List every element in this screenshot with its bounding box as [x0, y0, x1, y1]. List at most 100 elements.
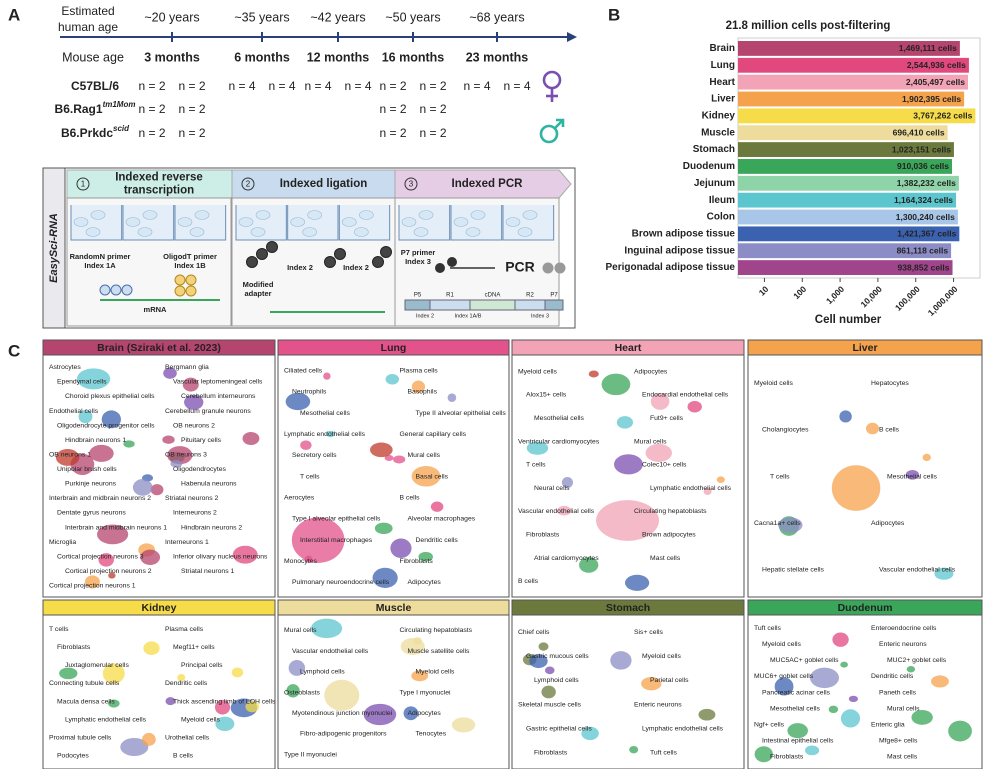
cell-type-label: Mesothelial cells	[887, 473, 937, 480]
cell-type-label: Gastric mucous cells	[526, 653, 589, 660]
cell-type-label: Paneth cells	[879, 689, 917, 696]
cell-type-label: Circulating hepatoblasts	[400, 627, 473, 634]
male-count: n = 4	[268, 79, 295, 93]
bar-value-label: 910,036 cells	[897, 161, 949, 171]
cell-cluster	[561, 476, 574, 489]
cell-type-label: Aerocytes	[284, 494, 315, 501]
bar	[738, 74, 968, 90]
cell-cluster	[231, 667, 244, 678]
step-label: mRNA	[144, 305, 168, 314]
cell-type-label: Ventricular cardiomyocytes	[518, 438, 600, 445]
cell-type-label: Lymphoid cells	[534, 677, 579, 684]
cell-cluster	[716, 476, 725, 483]
cell-type-label: Fibroblasts	[57, 644, 91, 651]
cell-cluster	[447, 393, 457, 402]
well	[502, 205, 555, 241]
step-title: Indexed reverse	[115, 172, 203, 184]
cell-cluster	[557, 505, 572, 516]
human-age: ~50 years	[385, 10, 440, 24]
cell-type-label: Enteric neurons	[879, 641, 927, 648]
cell-cluster	[529, 654, 548, 669]
adapter-bead	[380, 246, 392, 258]
cell-type-label: OB neurons 1	[49, 451, 91, 458]
cell-cluster	[324, 679, 360, 711]
cell-type-label: Interstitial macrophages	[300, 537, 373, 544]
cell-cluster	[150, 484, 164, 496]
cell-cluster	[931, 675, 949, 688]
cell-cluster	[170, 460, 183, 468]
cell-cluster	[805, 745, 820, 756]
bar-value-label: 1,902,395 cells	[902, 94, 961, 104]
library-segment	[469, 299, 516, 311]
cell-cluster	[418, 551, 433, 562]
cell-cluster	[774, 677, 794, 696]
y-tick-label: Muscle	[701, 127, 735, 138]
cell-type-label: Skeletal muscle cells	[518, 701, 582, 708]
bar-value-label: 861,118 cells	[897, 245, 949, 255]
cell-cluster	[182, 377, 199, 392]
strain-name: B6.Rag1tm1Mom	[55, 100, 136, 116]
umap-title: Heart	[615, 342, 642, 354]
cell-type-label: Dendritic cells	[165, 680, 208, 687]
adapter-bead	[266, 241, 278, 253]
step-label: RandomN primer	[70, 252, 131, 261]
y-tick-label: Colon	[707, 212, 735, 223]
cell-cluster	[76, 368, 111, 390]
step-label: adapter	[244, 289, 271, 298]
cell-type-label: OB neurons 3	[165, 451, 207, 458]
cell-cluster	[754, 746, 773, 763]
x-tick-label: 100,000	[893, 284, 922, 313]
bar	[738, 192, 957, 208]
cell-type-label: Tenocytes	[416, 731, 447, 738]
cell-cluster	[363, 703, 397, 726]
human-age: ~20 years	[144, 10, 199, 24]
cell-cluster	[177, 673, 186, 682]
cell-type-label: T cells	[526, 462, 546, 469]
adapter-bead	[372, 256, 384, 268]
bar-value-label: 1,421,367 cells	[897, 229, 956, 239]
female-count: n = 4	[228, 79, 255, 93]
cell-type-label: Type II myonuclei	[284, 751, 337, 758]
cell-cluster	[184, 394, 204, 410]
library-label: cDNA	[485, 293, 501, 299]
cell-cluster	[326, 430, 335, 438]
umap-header	[277, 599, 510, 616]
cell	[418, 210, 434, 220]
mouse-age: 23 months	[466, 50, 529, 64]
cell-cluster	[84, 575, 100, 589]
bar-value-label: 1,023,151 cells	[892, 144, 951, 154]
cell-type-label: Hepatic stellate cells	[762, 566, 825, 573]
step-number-ring	[76, 177, 90, 191]
cell-cluster	[120, 737, 149, 757]
cell-type-label: Adipocytes	[408, 579, 442, 586]
cell-type-label: Fibro-adipogenic progenitors	[300, 731, 387, 738]
cell-type-label: Cholangiocytes	[762, 427, 809, 434]
cell-cluster	[132, 479, 153, 496]
method-name: EasySci-RNA	[48, 213, 60, 283]
cell-type-label: Type I myonuclei	[400, 689, 451, 696]
cell-cluster	[840, 661, 848, 668]
female-count: n = 2	[138, 79, 165, 93]
cell-cluster	[384, 454, 394, 462]
cell-type-label: Ependymal cells	[57, 379, 107, 386]
well	[70, 205, 123, 241]
cell-cluster	[616, 416, 634, 429]
library-label: R2	[526, 293, 534, 299]
adapter-bead	[256, 248, 268, 260]
step-number-ring	[241, 177, 255, 191]
bar	[738, 41, 960, 56]
umap-header	[511, 339, 745, 356]
cell-cluster	[828, 705, 839, 714]
cell-cluster	[905, 469, 920, 480]
primer-bead	[174, 285, 186, 297]
cell-type-label: Enteric neurons	[634, 701, 682, 708]
cell	[307, 210, 322, 220]
bar-value-label: 1,382,232 cells	[897, 178, 956, 188]
cell-type-label: Secretory cells	[292, 452, 337, 459]
cell	[505, 217, 521, 227]
cell-type-label: Striatal neurons 1	[181, 568, 234, 575]
bar	[738, 159, 953, 174]
cell-type-label: Muscle satellite cells	[408, 648, 471, 655]
cell-type-label: Tuft cells	[650, 750, 678, 757]
cell-type-label: Cortical projection neurons 1	[49, 583, 136, 590]
